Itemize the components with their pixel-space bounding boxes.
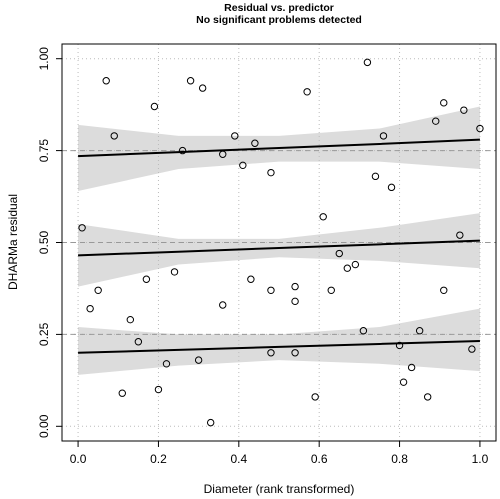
point (476, 124, 484, 133)
y-tick-label: 0.25 (37, 322, 51, 346)
point (206, 418, 215, 427)
y-tick-label: 0.75 (37, 139, 51, 163)
point (154, 385, 163, 394)
plot-frame (61, 43, 497, 442)
point (456, 231, 464, 239)
x-tick-label: 0.0 (70, 452, 87, 466)
point (440, 99, 448, 107)
chart-title: Residual vs. predictor (224, 2, 334, 14)
point (118, 389, 126, 397)
point (335, 249, 343, 258)
point (468, 345, 476, 353)
point (150, 102, 159, 111)
x-tick-label: 0.8 (391, 452, 408, 466)
point (78, 224, 86, 232)
quantile-line (78, 138, 480, 158)
quantile-line (78, 340, 480, 354)
point (267, 168, 275, 177)
x-tick-label: 0.4 (230, 452, 247, 466)
point (371, 172, 380, 181)
point (291, 282, 299, 291)
point (162, 360, 171, 368)
x-tick-label: 0.2 (150, 452, 167, 466)
point (219, 301, 227, 309)
point (415, 327, 424, 335)
point (198, 84, 207, 92)
point (267, 286, 275, 294)
point (387, 183, 396, 192)
point (407, 363, 416, 372)
x-axis-label: Diameter (rank transformed) (204, 482, 355, 496)
point (399, 378, 408, 386)
point (170, 268, 179, 276)
point (94, 286, 102, 294)
point (303, 88, 311, 96)
x-tick-label: 0.6 (311, 452, 328, 466)
x-tick-label: 1.0 (472, 452, 489, 466)
point (343, 264, 352, 272)
point (178, 146, 187, 155)
confidence-band (78, 213, 480, 287)
y-axis-label: DHARMa residual (6, 194, 20, 290)
y-tick-label: 0.00 (37, 414, 51, 438)
point (239, 161, 247, 170)
point (319, 213, 327, 221)
point (379, 132, 388, 140)
point (219, 150, 227, 158)
point (194, 356, 203, 364)
point (291, 297, 299, 306)
point (231, 132, 239, 140)
point (440, 286, 448, 294)
point (423, 393, 432, 401)
point (311, 393, 319, 401)
point (327, 286, 335, 294)
point (291, 349, 299, 357)
point (186, 77, 195, 85)
y-tick-label: 1.00 (37, 47, 51, 71)
point (126, 315, 135, 324)
point (359, 327, 368, 335)
point (460, 106, 468, 114)
point (351, 260, 360, 269)
point (395, 341, 404, 350)
confidence-band (78, 308, 480, 375)
point (267, 349, 275, 357)
point (102, 77, 110, 85)
point (247, 275, 255, 283)
point (142, 275, 151, 283)
point (363, 58, 372, 67)
chart-subtitle: No significant problems detected (196, 14, 362, 26)
point (110, 132, 118, 140)
y-tick-label: 0.50 (37, 230, 51, 254)
point (251, 139, 259, 147)
point (86, 304, 94, 313)
point (134, 338, 143, 346)
point (432, 117, 440, 125)
quantile-line (78, 239, 480, 257)
